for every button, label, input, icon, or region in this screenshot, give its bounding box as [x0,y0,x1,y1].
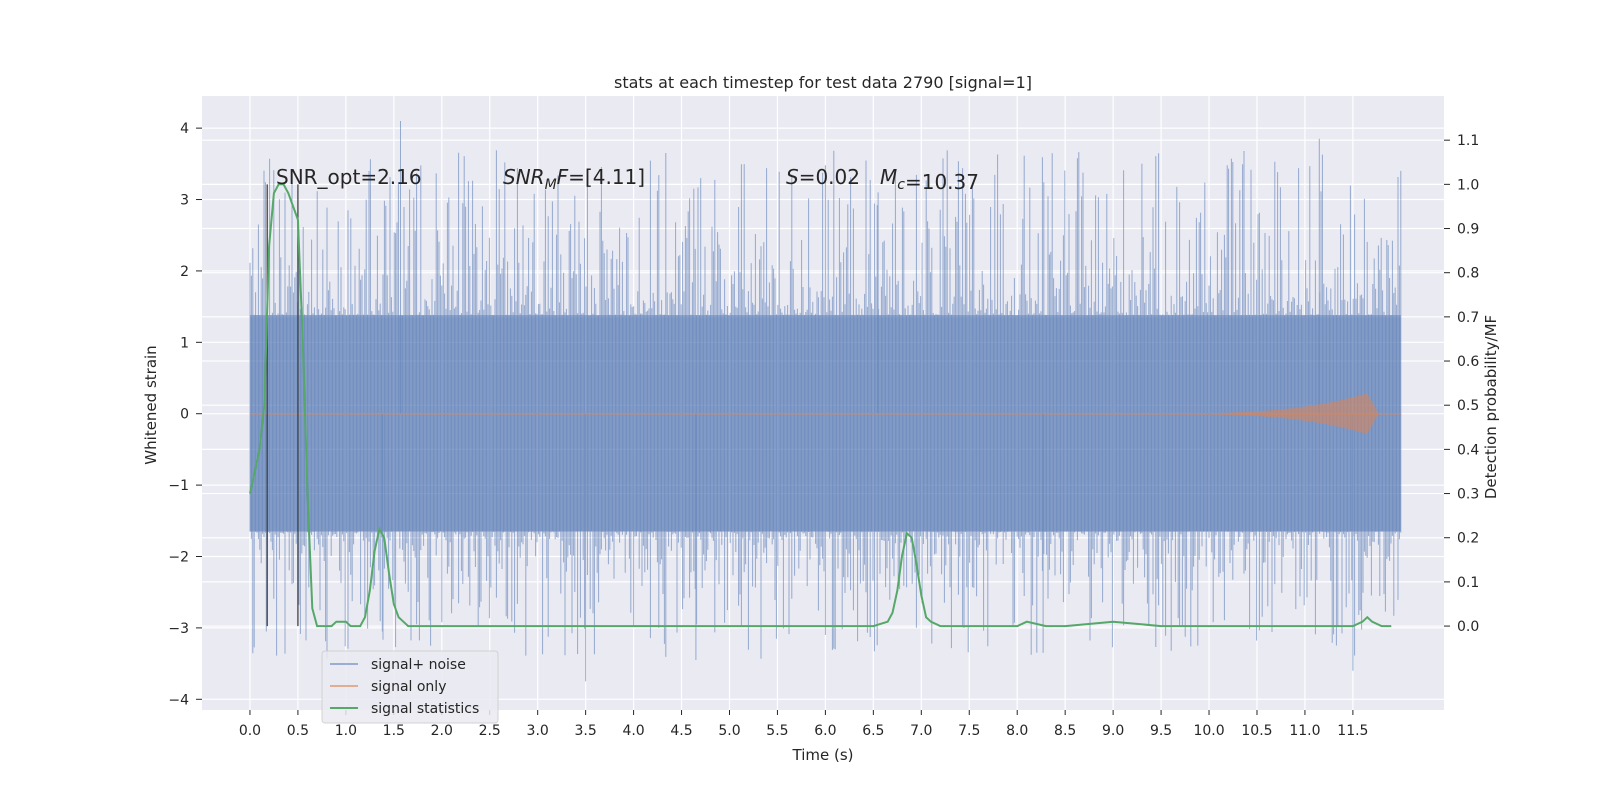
y2-tick-label: 0.9 [1457,222,1479,238]
y2-tick-label: 0.0 [1457,619,1479,635]
y-tick-label: 0 [180,407,189,423]
x-tick-label: 8.5 [1054,723,1076,739]
x-tick-label: 3.5 [574,723,596,739]
noise-spikes [249,121,1402,682]
y-tick-label: 2 [180,264,189,280]
x-tick-label: 1.5 [383,723,405,739]
signal-statistics-trace [249,183,1392,628]
x-axis: 0.0 0.5 1.0 1.5 2.0 2.5 3.0 3.5 4.0 4.5 5.0 5.5 6.0 6… [239,710,1368,739]
y2-axis: 0.0 0.1 0.2 0.3 0.4 0.5 0.6 0.7 0.8 0.9 1.0 1.1 [1444,133,1479,635]
y-tick-label: −3 [168,621,189,637]
x-tick-label: 6.0 [814,723,836,739]
y2-tick-label: 0.3 [1457,487,1479,503]
x-tick-label: 5.0 [718,723,740,739]
annotation-s-value: S=0.02 [786,165,860,189]
annotation-snr-mf: SNRMF=[4.11] [503,165,645,193]
x-tick-label: 9.5 [1150,723,1172,739]
legend-label-signal-noise: signal+ noise [371,657,466,673]
annotation-mc-value: Mc=10.37 [880,165,979,194]
x-axis-label: Time (s) [792,746,854,764]
x-tick-label: 10.5 [1241,723,1272,739]
x-tick-label: 11.5 [1337,723,1368,739]
annotation-snr-opt: SNR_opt=2.16 [276,165,422,189]
x-tick-label: 3.0 [527,723,549,739]
x-tick-label: 7.0 [910,723,932,739]
x-tick-label: 2.0 [431,723,453,739]
signal-statistics-line [249,183,1392,628]
y2-tick-label: 0.6 [1457,354,1479,370]
y2-axis-label: Detection probability/MF [1482,315,1500,499]
x-tick-label: 10.0 [1193,723,1224,739]
x-tick-label: 7.5 [958,723,980,739]
y-tick-label: 4 [180,121,189,137]
signal-plus-noise-trace [249,121,1402,682]
y-tick-label: 3 [180,193,189,209]
y2-tick-label: 0.8 [1457,266,1479,282]
y2-tick-label: 0.1 [1457,575,1479,591]
x-tick-label: 11.0 [1289,723,1320,739]
y-axis: −4 −3 −2 −1 0 1 2 3 4 [168,121,202,708]
y-tick-label: 1 [180,335,189,351]
y-tick-label: −1 [168,478,189,494]
x-tick-label: 4.0 [622,723,644,739]
x-tick-label: 0.0 [239,723,261,739]
legend-label-signal-statistics: signal statistics [371,701,479,717]
y2-tick-label: 0.5 [1457,398,1479,414]
y2-tick-label: 0.2 [1457,531,1479,547]
vertical-markers [266,184,299,627]
x-tick-label: 1.0 [335,723,357,739]
y2-tick-label: 0.4 [1457,442,1479,458]
y2-tick-label: 1.0 [1457,177,1479,193]
x-tick-label: 4.5 [670,723,692,739]
x-tick-label: 2.5 [479,723,501,739]
legend-box [321,650,499,724]
x-tick-label: 8.0 [1006,723,1028,739]
chart-title: stats at each timestep for test data 279… [614,73,1032,92]
y-axis-label: Whitened strain [142,345,160,464]
y2-tick-label: 1.1 [1457,133,1479,149]
x-tick-label: 0.5 [287,723,309,739]
x-tick-label: 5.5 [766,723,788,739]
legend: signal+ noise signal only signal statist… [321,650,499,724]
y-tick-label: −2 [168,550,189,566]
y2-tick-label: 0.7 [1457,310,1479,326]
signal-chirp [1161,393,1379,435]
x-tick-label: 9.0 [1102,723,1124,739]
x-tick-label: 6.5 [862,723,884,739]
legend-label-signal-only: signal only [371,679,446,695]
y-tick-label: −4 [168,692,189,708]
signal-only-trace [249,393,1401,435]
